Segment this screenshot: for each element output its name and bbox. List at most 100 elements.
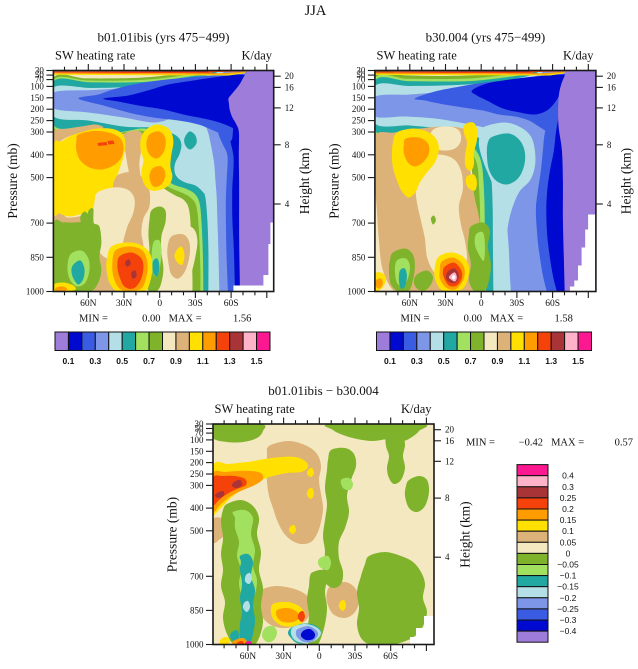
svg-text:30N: 30N: [275, 652, 292, 662]
svg-text:K/day: K/day: [241, 49, 272, 63]
svg-text:300: 300: [30, 127, 44, 137]
svg-text:50: 50: [35, 70, 45, 80]
svg-text:−0.2: −0.2: [560, 593, 577, 603]
svg-text:400: 400: [352, 150, 366, 160]
svg-text:0.25: 0.25: [560, 493, 577, 503]
svg-text:0.9: 0.9: [492, 356, 504, 366]
svg-text:500: 500: [30, 173, 44, 183]
svg-text:16: 16: [445, 436, 455, 446]
svg-text:400: 400: [190, 503, 204, 513]
svg-text:0.5: 0.5: [116, 356, 128, 366]
svg-text:16: 16: [607, 82, 617, 92]
svg-text:1.3: 1.3: [224, 356, 236, 366]
svg-text:MAX =: MAX =: [169, 314, 202, 325]
svg-text:SW heating rate: SW heating rate: [215, 402, 296, 416]
svg-text:60S: 60S: [545, 299, 560, 309]
svg-text:−0.42: −0.42: [519, 438, 543, 449]
svg-text:0.15: 0.15: [560, 515, 577, 525]
svg-text:250: 250: [30, 116, 44, 126]
svg-text:400: 400: [30, 150, 44, 160]
svg-text:JJA: JJA: [305, 3, 327, 19]
svg-text:200: 200: [352, 104, 366, 114]
svg-text:60N: 60N: [402, 299, 419, 309]
svg-text:20: 20: [285, 71, 295, 81]
svg-text:0.4: 0.4: [562, 471, 574, 481]
svg-text:0.7: 0.7: [465, 356, 477, 366]
svg-text:8: 8: [607, 140, 612, 150]
svg-text:30: 30: [35, 66, 45, 76]
svg-text:0.00: 0.00: [142, 314, 160, 325]
svg-text:0.57: 0.57: [615, 438, 633, 449]
svg-text:0.9: 0.9: [170, 356, 182, 366]
svg-text:70: 70: [195, 428, 205, 438]
svg-text:0: 0: [566, 548, 571, 558]
svg-text:30N: 30N: [116, 299, 133, 309]
svg-text:Height (km): Height (km): [297, 148, 312, 214]
svg-text:K/day: K/day: [563, 49, 594, 63]
svg-text:30: 30: [356, 66, 366, 76]
svg-text:1.3: 1.3: [545, 356, 557, 366]
svg-text:8: 8: [285, 140, 290, 150]
svg-text:1.5: 1.5: [572, 356, 584, 366]
svg-text:60N: 60N: [80, 299, 97, 309]
svg-text:Pressure (mb): Pressure (mb): [165, 497, 180, 572]
svg-text:30N: 30N: [437, 299, 454, 309]
svg-text:0.2: 0.2: [562, 504, 574, 514]
svg-text:100: 100: [30, 81, 44, 91]
svg-text:0.1: 0.1: [63, 356, 75, 366]
svg-text:60S: 60S: [383, 652, 398, 662]
svg-text:MAX =: MAX =: [551, 438, 584, 449]
svg-text:b30.004 (yrs 475−499): b30.004 (yrs 475−499): [426, 30, 546, 45]
svg-text:60S: 60S: [224, 299, 239, 309]
svg-text:0.1: 0.1: [562, 526, 574, 536]
svg-text:30: 30: [195, 419, 205, 429]
svg-text:850: 850: [190, 605, 204, 615]
svg-text:0.3: 0.3: [562, 482, 574, 492]
svg-text:8: 8: [445, 493, 450, 503]
svg-text:0.7: 0.7: [143, 356, 155, 366]
svg-text:200: 200: [190, 458, 204, 468]
svg-text:100: 100: [190, 435, 204, 445]
svg-text:50: 50: [195, 424, 205, 434]
svg-text:200: 200: [30, 104, 44, 114]
svg-text:−0.3: −0.3: [560, 615, 577, 625]
svg-text:70: 70: [356, 75, 366, 85]
svg-text:1.58: 1.58: [555, 314, 573, 325]
svg-text:Pressure (mb): Pressure (mb): [5, 143, 20, 218]
svg-text:12: 12: [445, 456, 454, 466]
svg-text:50: 50: [356, 70, 366, 80]
svg-text:Pressure (mb): Pressure (mb): [327, 143, 342, 218]
svg-text:1000: 1000: [26, 287, 45, 297]
svg-text:700: 700: [30, 218, 44, 228]
svg-text:0.05: 0.05: [560, 537, 577, 547]
svg-text:−0.1: −0.1: [560, 571, 577, 581]
svg-text:850: 850: [352, 252, 366, 262]
svg-text:100: 100: [352, 81, 366, 91]
svg-text:500: 500: [352, 173, 366, 183]
svg-text:−0.25: −0.25: [557, 604, 579, 614]
svg-text:−0.4: −0.4: [560, 626, 577, 636]
svg-text:0: 0: [157, 299, 162, 309]
svg-text:150: 150: [190, 446, 204, 456]
svg-text:850: 850: [30, 252, 44, 262]
svg-text:700: 700: [352, 218, 366, 228]
svg-text:12: 12: [285, 103, 294, 113]
svg-text:4: 4: [607, 199, 612, 209]
svg-text:250: 250: [352, 116, 366, 126]
svg-text:70: 70: [35, 75, 45, 85]
svg-text:300: 300: [190, 480, 204, 490]
svg-text:1.1: 1.1: [197, 356, 209, 366]
svg-text:30S: 30S: [188, 299, 203, 309]
svg-text:0.3: 0.3: [89, 356, 101, 366]
svg-text:1.1: 1.1: [518, 356, 530, 366]
svg-text:MIN =: MIN =: [79, 314, 108, 325]
svg-text:1.5: 1.5: [251, 356, 263, 366]
svg-text:700: 700: [190, 571, 204, 581]
svg-text:0: 0: [317, 652, 322, 662]
svg-text:150: 150: [352, 93, 366, 103]
svg-text:0: 0: [479, 299, 484, 309]
svg-text:MAX =: MAX =: [490, 314, 523, 325]
svg-text:SW heating rate: SW heating rate: [377, 49, 458, 63]
svg-text:150: 150: [30, 93, 44, 103]
svg-text:0.5: 0.5: [438, 356, 450, 366]
